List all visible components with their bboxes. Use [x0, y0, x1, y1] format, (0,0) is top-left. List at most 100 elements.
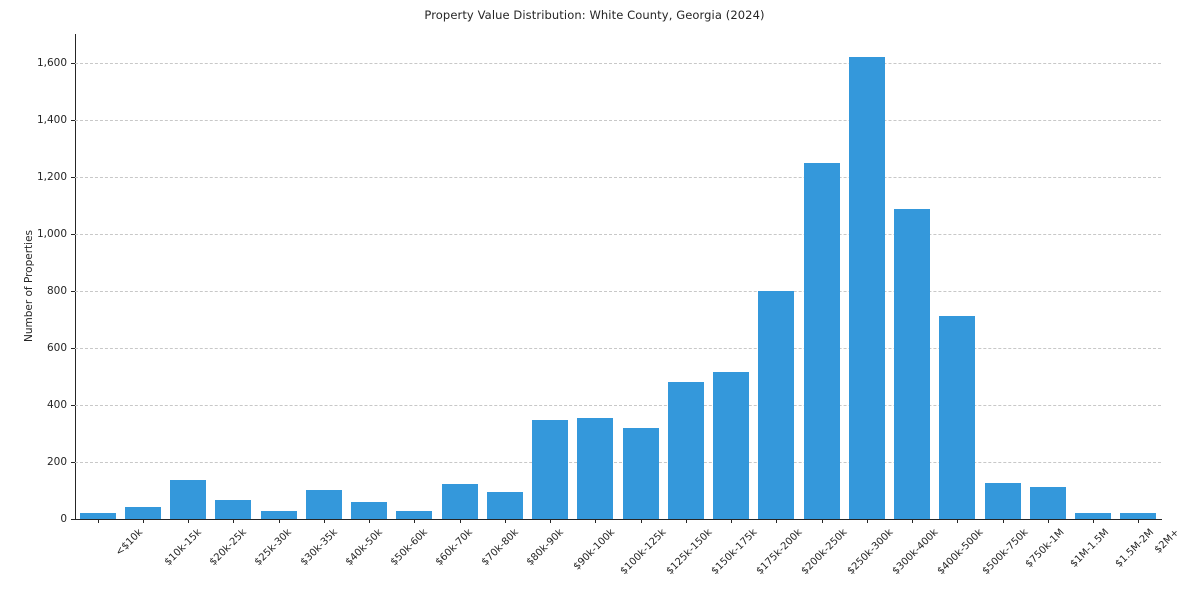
chart-title: Property Value Distribution: White Count… — [424, 8, 765, 22]
x-tick-mark — [866, 519, 868, 523]
bar — [305, 489, 342, 519]
x-tick-label: $150k-175k — [709, 527, 760, 578]
bar — [260, 511, 297, 519]
y-tick-label: 1,400 — [36, 113, 67, 126]
y-tick-mark — [71, 404, 75, 406]
gridline — [75, 461, 1161, 463]
bar — [713, 371, 750, 519]
y-tick-mark — [71, 176, 75, 178]
bar — [984, 483, 1021, 519]
bar — [486, 492, 523, 519]
bar — [441, 484, 478, 519]
x-tick-label: $250k-300k — [845, 527, 896, 578]
y-tick-mark — [71, 62, 75, 64]
x-tick-label: $40k-50k — [343, 527, 385, 569]
x-tick-label: $90k-100k — [571, 527, 618, 573]
x-tick-label: $60k-70k — [434, 527, 476, 569]
x-tick-label: $400k-500k — [935, 527, 986, 578]
gridline — [75, 404, 1161, 406]
y-tick-label: 200 — [46, 455, 67, 468]
x-tick-mark — [821, 519, 823, 523]
bar — [848, 56, 885, 519]
x-tick-label: $70k-80k — [479, 527, 521, 569]
gridline — [75, 347, 1161, 349]
bar — [124, 507, 161, 519]
x-tick-mark — [233, 519, 235, 523]
y-tick-label: 0 — [60, 513, 67, 525]
y-tick-label: 400 — [46, 398, 67, 411]
x-tick-label: $200k-250k — [799, 527, 850, 578]
bar — [1075, 513, 1112, 519]
x-tick-label: $20k-25k — [207, 527, 249, 569]
bar — [79, 513, 116, 519]
y-tick-mark — [71, 519, 75, 520]
bar — [532, 419, 569, 519]
bar — [396, 511, 433, 519]
x-tick-mark — [188, 519, 190, 523]
x-tick-mark — [550, 519, 552, 523]
bar — [667, 382, 704, 519]
x-tick-label: $125k-150k — [664, 527, 715, 578]
x-tick-mark — [459, 519, 461, 523]
y-tick-mark — [71, 347, 75, 349]
x-tick-label: $50k-60k — [388, 527, 430, 569]
bar — [939, 316, 976, 519]
y-tick-mark — [71, 290, 75, 292]
bar — [894, 208, 931, 519]
x-tick-mark — [369, 519, 371, 523]
y-tick-label: 800 — [46, 284, 67, 297]
x-tick-label: $25k-30k — [253, 527, 295, 569]
x-tick-label: $100k-125k — [618, 527, 669, 578]
x-tick-mark — [1002, 519, 1004, 523]
x-tick-mark — [1093, 519, 1095, 523]
bar — [1029, 486, 1066, 519]
x-tick-mark — [685, 519, 687, 523]
y-tick-label: 1,000 — [36, 227, 67, 240]
y-tick-mark — [71, 461, 75, 463]
x-tick-mark — [1047, 519, 1049, 523]
x-tick-mark — [731, 519, 733, 523]
bar — [577, 418, 614, 519]
bar — [803, 162, 840, 519]
x-tick-mark — [912, 519, 914, 523]
x-tick-label: $10k-15k — [162, 527, 204, 569]
bar — [1120, 513, 1157, 519]
gridline — [75, 62, 1161, 64]
y-tick-label: 1,600 — [36, 56, 67, 69]
x-tick-mark — [97, 519, 99, 523]
y-axis-line — [75, 34, 76, 520]
gridline — [75, 119, 1161, 121]
x-tick-mark — [323, 519, 325, 523]
bar — [622, 427, 659, 519]
gridline — [75, 290, 1161, 292]
x-tick-mark — [1138, 519, 1140, 523]
plot-area — [75, 34, 1161, 519]
x-axis-line — [75, 519, 1162, 520]
x-tick-mark — [504, 519, 506, 523]
x-tick-label: $80k-90k — [524, 527, 566, 569]
x-tick-label: $1.5M-2M — [1113, 527, 1157, 570]
x-tick-mark — [142, 519, 144, 523]
y-tick-label: 1,200 — [36, 170, 67, 183]
x-tick-mark — [957, 519, 959, 523]
bar — [351, 502, 388, 519]
y-tick-mark — [71, 119, 75, 121]
x-tick-label: $1M-1.5M — [1068, 527, 1112, 570]
x-tick-mark — [278, 519, 280, 523]
x-tick-label: $2M+ — [1153, 527, 1182, 556]
y-tick-mark — [71, 233, 75, 235]
gridline — [75, 176, 1161, 178]
x-tick-label: <$10k — [113, 527, 145, 559]
x-tick-label: $30k-35k — [298, 527, 340, 569]
bar — [215, 500, 252, 519]
bar — [170, 479, 207, 519]
x-tick-label: $300k-400k — [890, 527, 941, 578]
bar — [758, 291, 795, 519]
y-tick-label: 600 — [46, 341, 67, 354]
x-tick-mark — [776, 519, 778, 523]
x-tick-label: $500k-750k — [980, 527, 1031, 578]
gridline — [75, 233, 1161, 235]
x-tick-mark — [595, 519, 597, 523]
x-tick-mark — [414, 519, 416, 523]
